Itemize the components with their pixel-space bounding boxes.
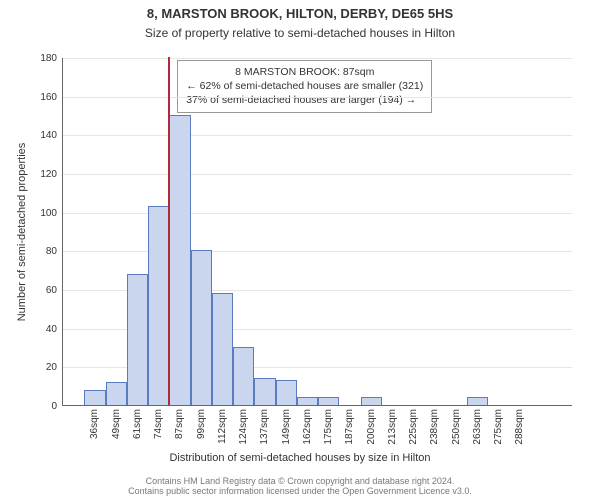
y-tick-label: 40 <box>46 324 63 335</box>
x-tick-label: 213sqm <box>387 405 398 445</box>
gridline <box>63 174 572 175</box>
attribution-text: Contains HM Land Registry data © Crown c… <box>0 476 600 496</box>
y-tick-label: 20 <box>46 362 63 373</box>
histogram-bar <box>84 390 105 405</box>
reference-line <box>168 57 170 405</box>
x-tick-label: 175sqm <box>323 405 334 445</box>
gridline <box>63 251 572 252</box>
y-axis-label: Number of semi-detached properties <box>16 58 28 406</box>
x-tick-label: 200sqm <box>366 405 377 445</box>
x-tick-label: 124sqm <box>238 405 249 445</box>
info-line-title: 8 MARSTON BROOK: 87sqm <box>186 65 423 79</box>
x-tick-label: 61sqm <box>132 405 143 439</box>
histogram-bar <box>106 382 127 405</box>
y-tick-label: 60 <box>46 285 63 296</box>
x-tick-label: 74sqm <box>153 405 164 439</box>
histogram-bar <box>233 347 254 405</box>
chart-title: 8, MARSTON BROOK, HILTON, DERBY, DE65 5H… <box>0 6 600 21</box>
chart-plot-area: 8 MARSTON BROOK: 87sqm ← 62% of semi-det… <box>62 58 572 406</box>
x-tick-label: 149sqm <box>281 405 292 445</box>
gridline <box>63 58 572 59</box>
histogram-bar <box>361 397 382 405</box>
y-tick-label: 180 <box>40 53 63 64</box>
y-tick-label: 140 <box>40 130 63 141</box>
x-tick-label: 36sqm <box>89 405 100 439</box>
x-tick-label: 49sqm <box>111 405 122 439</box>
x-tick-label: 288sqm <box>514 405 525 445</box>
x-tick-label: 238sqm <box>429 405 440 445</box>
histogram-bar <box>169 115 190 405</box>
info-line-larger: 37% of semi-detached houses are larger (… <box>186 93 423 107</box>
gridline <box>63 135 572 136</box>
histogram-bar <box>212 293 233 405</box>
x-tick-label: 263sqm <box>472 405 483 445</box>
gridline <box>63 97 572 98</box>
histogram-bar <box>318 397 339 405</box>
histogram-bar <box>148 206 169 405</box>
y-tick-label: 100 <box>40 208 63 219</box>
info-box: 8 MARSTON BROOK: 87sqm ← 62% of semi-det… <box>177 60 432 113</box>
y-tick-label: 160 <box>40 92 63 103</box>
x-tick-label: 99sqm <box>196 405 207 439</box>
info-line-smaller: ← 62% of semi-detached houses are smalle… <box>186 79 423 93</box>
x-axis-label: Distribution of semi-detached houses by … <box>0 452 600 464</box>
x-tick-label: 275sqm <box>493 405 504 445</box>
x-tick-label: 250sqm <box>451 405 462 445</box>
histogram-bar <box>191 250 212 405</box>
x-tick-label: 87sqm <box>174 405 185 439</box>
y-tick-label: 80 <box>46 246 63 257</box>
x-tick-label: 112sqm <box>217 405 228 444</box>
histogram-bar <box>297 397 318 405</box>
y-tick-label: 0 <box>51 401 63 412</box>
gridline <box>63 213 572 214</box>
x-tick-label: 137sqm <box>259 405 270 445</box>
x-tick-label: 225sqm <box>408 405 419 445</box>
histogram-bar <box>127 274 148 405</box>
x-tick-label: 162sqm <box>302 405 313 445</box>
histogram-bar <box>276 380 297 405</box>
histogram-bar <box>467 397 488 405</box>
x-tick-label: 187sqm <box>344 405 355 445</box>
chart-subtitle: Size of property relative to semi-detach… <box>0 26 600 40</box>
histogram-bar <box>254 378 275 405</box>
y-tick-label: 120 <box>40 169 63 180</box>
